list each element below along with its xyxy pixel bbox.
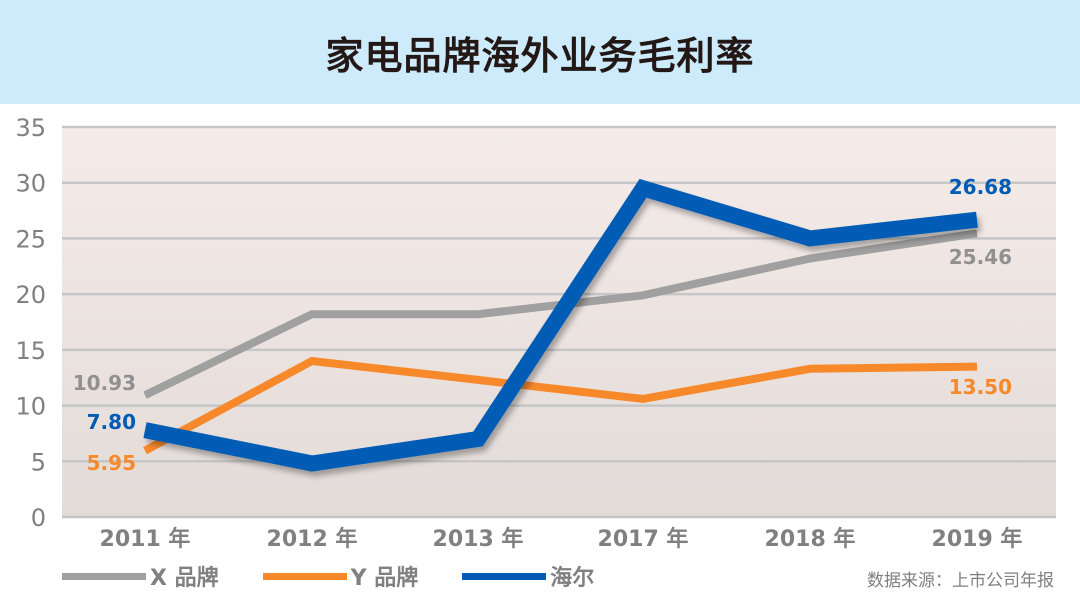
legend-swatch-y-brand <box>262 572 347 580</box>
y-tick-label: 25 <box>15 225 46 253</box>
x-tick-label: 2017 年 <box>598 526 689 552</box>
data-label: 5.95 <box>87 451 136 475</box>
legend-label-x-brand: X 品牌 <box>150 566 219 591</box>
y-tick-label: 0 <box>31 504 46 532</box>
data-label: 13.50 <box>949 375 1012 399</box>
y-tick-label: 10 <box>15 393 46 421</box>
data-label: 25.46 <box>949 245 1012 269</box>
legend-item-x-brand: X 品牌 <box>62 560 219 592</box>
data-source: 数据来源：上市公司年报 <box>867 571 1054 591</box>
x-tick-label: 2012 年 <box>267 526 358 552</box>
y-tick-label: 35 <box>15 114 46 142</box>
legend-label-haier: 海尔 <box>550 566 595 591</box>
data-label: 26.68 <box>949 175 1012 199</box>
legend-item-y-brand: Y 品牌 <box>262 560 419 592</box>
y-axis-ticks: 0 5 10 15 20 25 30 35 <box>15 114 46 532</box>
legend-swatch-haier <box>462 572 547 580</box>
x-axis-ticks: 2011 年 2012 年 2013 年 2017 年 2018 年 2019 年 <box>100 526 1023 552</box>
x-tick-label: 2019 年 <box>932 526 1023 552</box>
y-tick-label: 20 <box>15 281 46 309</box>
legend-item-haier: 海尔 <box>462 560 594 592</box>
data-labels: 10.93 25.46 5.95 13.50 7.80 26.68 <box>73 175 1012 475</box>
y-tick-label: 5 <box>31 448 46 476</box>
y-tick-label: 30 <box>15 170 46 198</box>
x-tick-label: 2018 年 <box>765 526 856 552</box>
series-lines <box>143 178 978 472</box>
series-line <box>143 356 978 455</box>
legend-swatch-x-brand <box>62 572 146 580</box>
series-line <box>143 178 978 472</box>
data-label: 10.93 <box>73 371 136 395</box>
legend: X 品牌 Y 品牌 海尔 <box>62 560 638 592</box>
x-tick-label: 2011 年 <box>100 526 191 552</box>
x-tick-label: 2013 年 <box>433 526 524 552</box>
legend-label-y-brand: Y 品牌 <box>350 566 419 591</box>
chart-title: 家电品牌海外业务毛利率 <box>325 33 755 78</box>
title-bar: 家电品牌海外业务毛利率 <box>0 0 1080 104</box>
data-label: 7.80 <box>87 410 136 434</box>
y-tick-label: 15 <box>15 337 46 365</box>
